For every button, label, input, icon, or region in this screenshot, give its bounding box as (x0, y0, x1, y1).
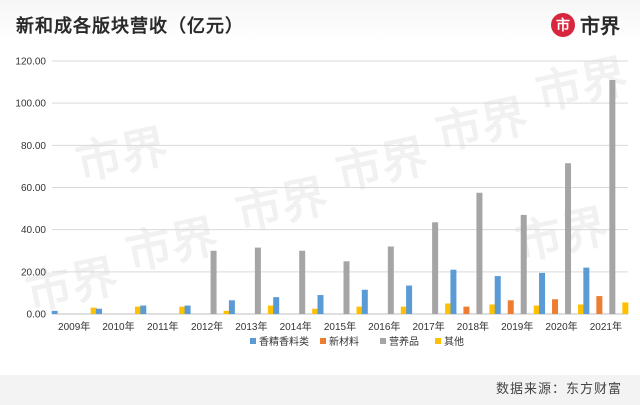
x-tick-label: 2014年 (280, 320, 312, 333)
x-tick-label: 2009年 (58, 320, 90, 333)
x-tick-label: 2019年 (501, 320, 533, 333)
bar-香精香料类 (450, 269, 457, 314)
bar-其他 (179, 306, 186, 314)
brand-logo-icon: 市 (551, 12, 575, 37)
bar-香精香料类 (583, 267, 590, 314)
source-note: 数据来源：东方财富 (495, 381, 622, 396)
x-tick-label: 2015年 (324, 320, 356, 333)
x-tick-label: 2018年 (457, 320, 489, 333)
legend-label: 营养品 (389, 335, 419, 348)
bar-香精香料类 (140, 305, 147, 314)
bar-其他 (489, 304, 496, 314)
x-tick-label: 2011年 (147, 320, 179, 333)
bar-营养品 (565, 163, 572, 314)
y-tick-label: 60.00 (21, 183, 46, 194)
legend-swatch (380, 338, 386, 344)
bar-香精香料类 (361, 289, 368, 314)
bar-香精香料类 (51, 310, 58, 314)
y-tick-label: 80.00 (21, 141, 46, 152)
bar-其他 (134, 306, 141, 314)
watermark-text: 市界 (331, 129, 432, 201)
y-tick-label: 100.00 (15, 99, 46, 110)
x-tick-label: 2013年 (235, 320, 267, 333)
watermark-text: 市界 (71, 119, 172, 191)
bar-其他 (445, 303, 452, 314)
bar-新材料 (552, 299, 559, 314)
bar-香精香料类 (406, 285, 413, 314)
legend-swatch (435, 338, 441, 344)
bar-营养品 (299, 250, 306, 314)
footer-bar: 数据来源：东方财富 (0, 375, 640, 405)
watermark-text: 市界 (121, 209, 222, 281)
bar-香精香料类 (228, 300, 235, 314)
legend-label: 其他 (444, 335, 464, 348)
x-tick-label: 2017年 (412, 320, 444, 333)
y-tick-label: 0.00 (27, 310, 47, 321)
bar-其他 (223, 310, 230, 314)
bar-新材料 (507, 300, 514, 314)
x-tick-label: 2012年 (191, 320, 223, 333)
bar-新材料 (596, 296, 603, 314)
bar-香精香料类 (539, 272, 546, 314)
bar-其他 (90, 307, 97, 314)
x-tick-label: 2010年 (102, 320, 134, 333)
legend-swatch (320, 338, 326, 344)
legend-label: 香精香料类 (259, 335, 309, 348)
x-tick-label: 2020年 (545, 320, 577, 333)
y-tick-label: 20.00 (21, 267, 46, 278)
brand-logo: 市 市界 (551, 10, 620, 39)
bar-营养品 (387, 246, 394, 314)
bar-香精香料类 (317, 295, 324, 314)
chart-title: 新和成各版块营收（亿元） (16, 16, 244, 36)
x-tick-label: 2016年 (368, 320, 400, 333)
y-tick-label: 120.00 (15, 57, 46, 68)
bar-其他 (622, 302, 629, 314)
bar-新材料 (463, 306, 470, 314)
bar-其他 (267, 305, 274, 314)
bar-其他 (312, 308, 319, 314)
bar-营养品 (476, 192, 483, 314)
bar-营养品 (609, 79, 616, 314)
bar-营养品 (254, 247, 261, 314)
bar-香精香料类 (273, 297, 280, 314)
bar-香精香料类 (184, 305, 191, 314)
y-tick-label: 40.00 (21, 225, 46, 236)
x-tick-label: 2021年 (590, 320, 622, 333)
bar-营养品 (210, 250, 217, 314)
bar-其他 (400, 306, 407, 314)
bar-营养品 (520, 214, 527, 314)
brand-logo-text: 市界 (580, 16, 620, 38)
bar-营养品 (343, 261, 350, 314)
bar-香精香料类 (95, 308, 102, 314)
bar-其他 (356, 306, 363, 314)
bar-其他 (578, 304, 585, 314)
bar-营养品 (432, 222, 439, 314)
legend-label: 新材料 (329, 335, 359, 348)
watermark-text: 市界 (431, 89, 532, 161)
bar-香精香料类 (494, 276, 501, 314)
legend-swatch (250, 338, 256, 344)
bar-其他 (533, 305, 540, 314)
watermark-text: 市界 (531, 49, 632, 121)
